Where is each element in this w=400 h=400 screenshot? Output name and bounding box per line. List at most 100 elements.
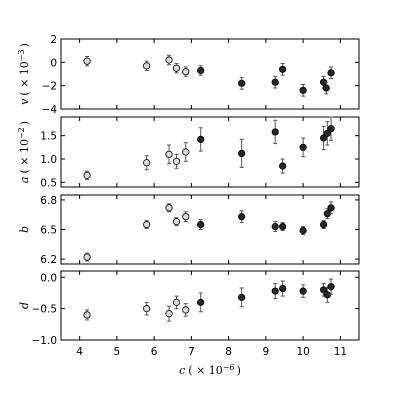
y-tick-label: −0.5 [32,304,58,316]
data-point [165,54,173,66]
data-point [197,65,205,76]
data-point [182,66,190,77]
data-marker [197,220,205,229]
data-marker [279,284,287,293]
data-marker [238,293,246,301]
data-point [327,116,335,141]
y-tick-label: 0.5 [40,177,57,189]
data-point [197,292,205,313]
data-point [320,220,328,230]
data-marker [271,222,279,231]
data-point [279,158,287,174]
data-marker [143,159,151,167]
shared-x-axis: 4 5 6 7 8 9 10 11 c( × 10−6) [76,346,347,377]
data-marker [182,68,190,76]
data-marker [172,298,181,306]
data-marker [299,287,307,295]
data-marker [165,56,173,64]
data-marker [83,311,91,319]
x-tick-label: 7 [188,346,195,358]
data-marker [197,298,205,306]
y-axis-label-v: v( × 10−3) [17,43,31,105]
y-tick-label: 1.0 [40,154,57,166]
data-marker [165,150,173,158]
data-point [299,226,307,235]
data-marker [165,204,173,212]
data-marker [271,78,279,86]
y-axis-label-d: d [18,302,31,309]
data-point [83,309,91,321]
data-point [320,283,328,297]
data-marker [165,310,173,318]
data-point [182,211,190,223]
data-point [299,284,307,298]
data-point [143,220,151,230]
x-tick-label: 4 [76,346,83,358]
panel-b-frame [60,194,360,265]
data-marker [279,65,287,73]
data-point [182,303,190,317]
panel-a: 0.5 1.0 1.5 a( × 10−2) [17,116,360,189]
data-marker [323,129,331,137]
y-tick-label: −4 [42,104,58,116]
data-marker [320,220,328,229]
data-marker [327,125,335,133]
data-marker [271,287,279,295]
data-marker [327,204,335,212]
data-marker [83,171,91,179]
data-point [143,155,151,171]
data-marker [279,222,287,231]
data-point [182,142,190,162]
data-marker [322,84,330,92]
panel-a-frame [60,116,360,188]
data-point [322,81,330,95]
data-point [143,60,151,71]
y-tick-label: 6.8 [40,195,57,207]
y-tick-label: −2 [42,81,57,93]
y-tick-label: 6.2 [40,254,57,266]
data-marker [238,79,246,87]
data-marker [182,306,190,314]
data-point [197,127,205,152]
data-point [299,84,307,97]
panel-d: −1.0 −0.5 0.0 d [18,270,360,347]
data-point [238,138,246,168]
data-marker [320,134,328,142]
data-marker [327,283,335,291]
y-tick-label: −1.0 [32,335,58,347]
data-marker [143,62,151,70]
x-tick-label: 10 [296,346,309,358]
data-point [165,305,173,322]
data-marker [83,253,91,261]
data-point [323,286,331,303]
data-marker [197,66,205,75]
data-marker [172,157,181,165]
data-marker [327,69,335,77]
data-point [172,295,181,310]
data-marker [182,148,190,156]
x-tick-label: 8 [225,346,232,358]
data-marker [143,220,151,229]
data-marker [271,128,279,136]
data-marker [320,286,328,294]
data-point [323,208,331,220]
y-tick-label: 1.5 [40,131,57,143]
data-marker [197,135,205,143]
x-axis-label: c( × 10−6) [179,363,241,377]
data-point [279,63,287,76]
data-marker [172,64,181,72]
data-point [143,301,151,316]
data-point [271,75,279,89]
x-tick-label: 9 [263,346,270,358]
data-marker [143,305,151,313]
data-point [271,119,279,145]
data-marker [238,213,246,221]
data-marker [299,143,307,151]
data-point [172,63,181,74]
data-point [327,201,335,215]
y-axis-label-a: a( × 10−2) [17,121,31,183]
x-tick-label: 11 [334,346,347,358]
panel-b: 6.2 6.5 6.8 b [18,194,360,266]
data-point [238,287,246,308]
data-point [299,137,307,158]
